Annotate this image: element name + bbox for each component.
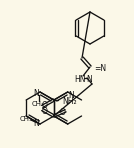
Text: O: O bbox=[42, 100, 48, 110]
Text: O: O bbox=[42, 107, 48, 115]
Text: =N: =N bbox=[94, 63, 106, 73]
Text: CH₃: CH₃ bbox=[20, 116, 32, 122]
Text: N: N bbox=[33, 89, 39, 98]
Text: HN: HN bbox=[74, 74, 86, 83]
Text: N: N bbox=[69, 90, 75, 99]
Text: O: O bbox=[60, 107, 66, 116]
Text: NH₂: NH₂ bbox=[62, 96, 77, 106]
Text: N: N bbox=[33, 119, 39, 127]
Text: CH₃: CH₃ bbox=[32, 101, 44, 107]
Text: N: N bbox=[86, 74, 92, 83]
